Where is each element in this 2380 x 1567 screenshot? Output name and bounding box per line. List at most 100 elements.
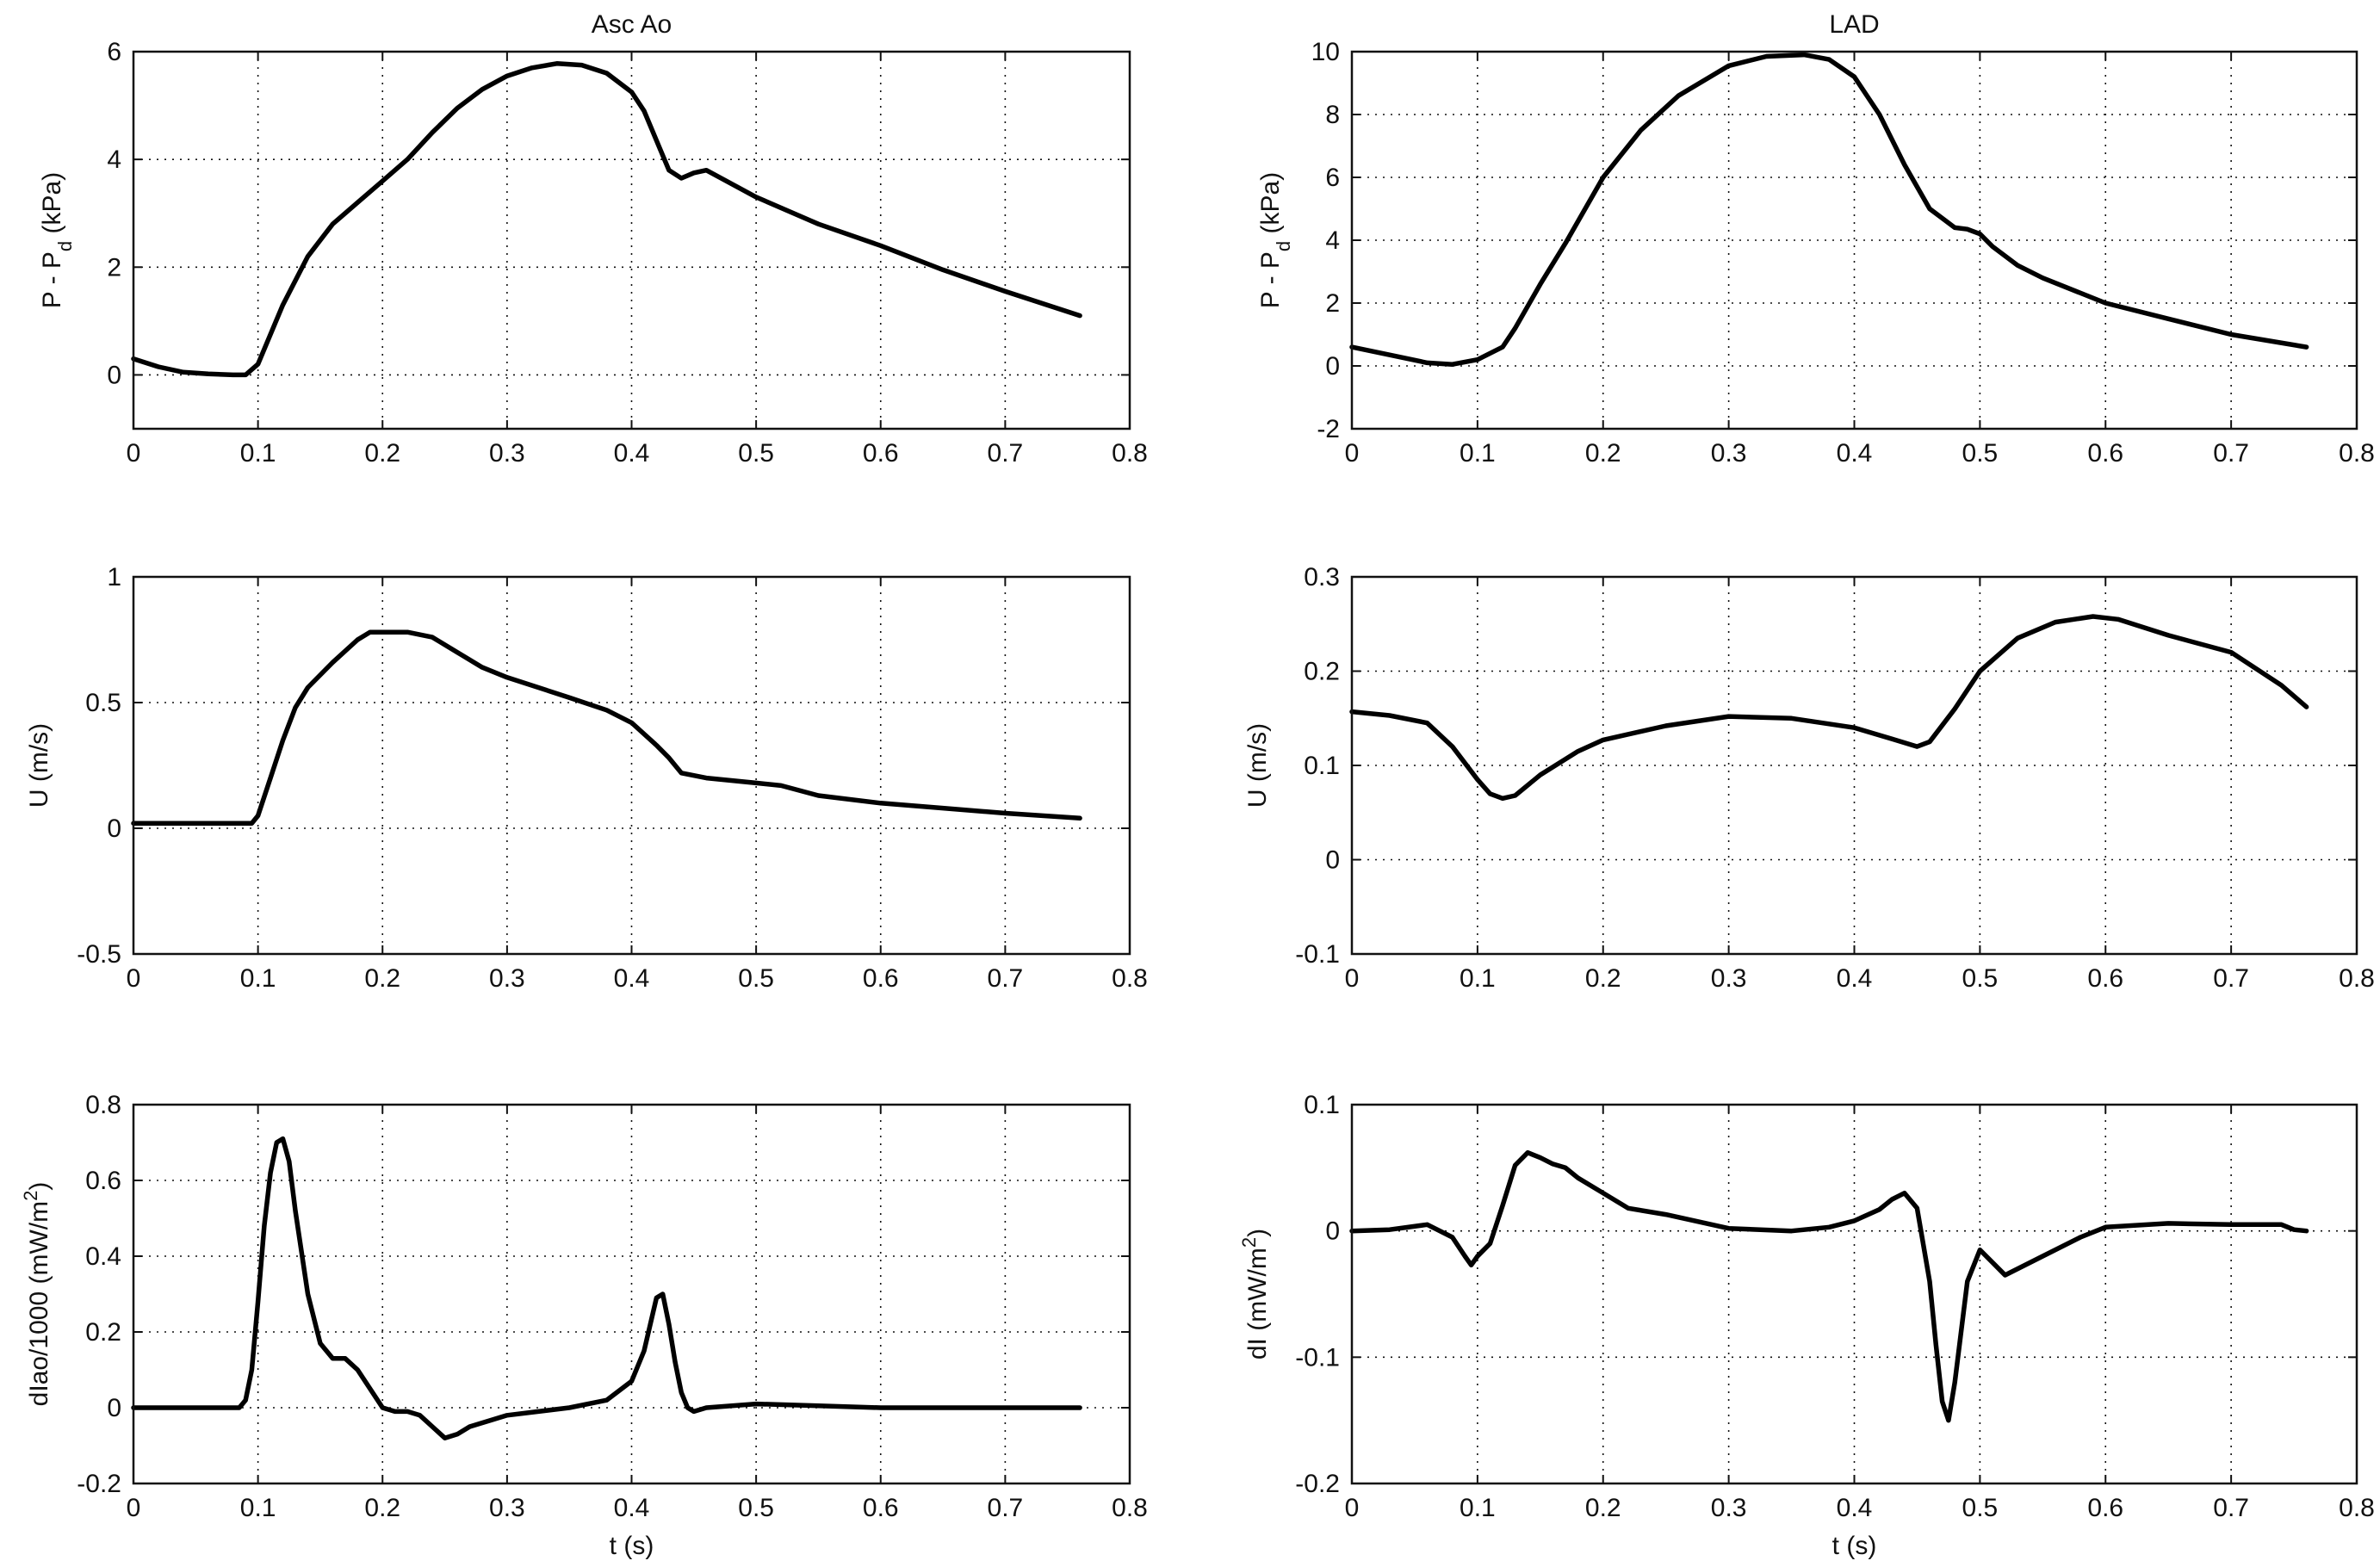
x-tick-label: 0 bbox=[1345, 964, 1360, 993]
x-tick-label: 0.2 bbox=[364, 439, 400, 468]
x-tick-label: 0.5 bbox=[1962, 1494, 1999, 1522]
y-tick-label: 0 bbox=[1325, 352, 1340, 381]
x-tick-label: 0.5 bbox=[1962, 439, 1999, 468]
x-tick-label: 0.6 bbox=[863, 1494, 899, 1522]
x-tick-label: 0.8 bbox=[2339, 1494, 2375, 1522]
y-tick-label: -0.2 bbox=[1295, 1470, 1340, 1498]
y-tick-label: 0 bbox=[107, 814, 121, 843]
x-tick-label: 0.4 bbox=[614, 964, 650, 993]
x-tick-label: 0.7 bbox=[2213, 1494, 2249, 1522]
x-tick-label: 0.2 bbox=[364, 1494, 400, 1522]
x-tick-label: 0 bbox=[127, 1494, 141, 1522]
x-tick-label: 0.6 bbox=[863, 439, 899, 468]
x-tick-label: 0.7 bbox=[988, 439, 1024, 468]
y-axis-label: P - Pd (kPa) bbox=[38, 172, 76, 308]
y-tick-label: -0.5 bbox=[77, 940, 121, 969]
y-axis-label: P - Pd (kPa) bbox=[1256, 172, 1294, 308]
x-axis-label: t (s) bbox=[610, 1532, 654, 1560]
axes-frame bbox=[132, 575, 1131, 956]
x-tick-label: 0.1 bbox=[1460, 439, 1496, 468]
x-tick-label: 0.5 bbox=[1962, 964, 1999, 993]
y-tick-label: 0.3 bbox=[1304, 563, 1340, 591]
x-tick-label: 0.3 bbox=[1711, 964, 1747, 993]
y-tick-label: 0.6 bbox=[85, 1167, 121, 1195]
axes-frame bbox=[1350, 575, 2358, 956]
y-tick-label: 2 bbox=[1325, 289, 1340, 318]
x-tick-label: 0.8 bbox=[2339, 439, 2375, 468]
x-tick-label: 0.7 bbox=[2213, 439, 2249, 468]
series-line-lad-intensity bbox=[1349, 1149, 2309, 1423]
x-tick-label: 0.5 bbox=[738, 439, 774, 468]
x-tick-label: 0.6 bbox=[2087, 439, 2123, 468]
x-tick-label: 0.5 bbox=[738, 1494, 774, 1522]
x-tick-label: 0.4 bbox=[1837, 439, 1873, 468]
x-tick-label: 0.8 bbox=[1112, 964, 1148, 993]
x-tick-label: 0.2 bbox=[364, 964, 400, 993]
x-tick-label: 0.1 bbox=[1460, 1494, 1496, 1522]
series-line-lad-pressure bbox=[1349, 52, 2309, 367]
panel-ascao-velocity: 0 0.1 0.2 0.3 0.4 0.5 0.6 0.7 0.8-0.500.51U (m/s… bbox=[25, 563, 1148, 993]
series-line-ascao-velocity bbox=[131, 629, 1082, 826]
x-tick-label: 0 bbox=[127, 439, 141, 468]
x-tick-label: 0.1 bbox=[1460, 964, 1496, 993]
y-axis-label: dI (mW/m2) bbox=[1238, 1229, 1273, 1360]
y-tick-label: 0 bbox=[107, 1394, 121, 1422]
x-tick-label: 0.7 bbox=[988, 1494, 1024, 1522]
x-tick-label: 0 bbox=[1345, 439, 1360, 468]
series-line-ascao-pressure bbox=[131, 61, 1082, 378]
x-tick-label: 0.4 bbox=[1837, 1494, 1873, 1522]
axes-frame bbox=[132, 1103, 1131, 1485]
y-tick-label: 8 bbox=[1325, 101, 1340, 129]
x-tick-label: 0.7 bbox=[988, 964, 1024, 993]
y-tick-label: 0 bbox=[1325, 846, 1340, 875]
panel-lad-intensity: 0 0.1 0.2 0.3 0.4 0.5 0.6 0.7 0.8 -0.2 -0.1 0 0.1 dI … bbox=[1238, 1091, 2375, 1560]
x-tick-label: 0.4 bbox=[614, 439, 650, 468]
x-tick-label: 0.2 bbox=[1585, 1494, 1621, 1522]
y-tick-label: 0.2 bbox=[85, 1318, 121, 1347]
x-tick-label: 0.6 bbox=[2087, 964, 2123, 993]
y-tick-label: 0.1 bbox=[1304, 752, 1340, 780]
y-tick-label: -0.1 bbox=[1295, 940, 1340, 969]
x-tick-label: 0.3 bbox=[489, 439, 525, 468]
y-tick-label: 6 bbox=[1325, 164, 1340, 192]
y-tick-label: 2 bbox=[107, 253, 121, 282]
axes-frame bbox=[1350, 1103, 2358, 1485]
x-tick-label: 0.2 bbox=[1585, 439, 1621, 468]
y-tick-label: -0.2 bbox=[77, 1470, 121, 1498]
x-tick-label: 0.3 bbox=[489, 1494, 525, 1522]
y-tick-label: 0 bbox=[107, 361, 121, 389]
x-tick-label: 0.8 bbox=[1112, 1494, 1148, 1522]
y-tick-label: 0.5 bbox=[85, 689, 121, 717]
y-tick-label: -0.1 bbox=[1295, 1343, 1340, 1372]
axes-frame bbox=[132, 50, 1131, 430]
y-axis-label: dIao/1000 (mW/m2) bbox=[20, 1182, 54, 1407]
x-tick-label: 0.1 bbox=[240, 964, 276, 993]
x-tick-label: 0.5 bbox=[738, 964, 774, 993]
y-tick-label: 1 bbox=[107, 563, 121, 591]
panel-ascao-intensity: 0 0.1 0.2 0.3 0.4 0.5 0.6 0.7 0.8-0.200.20.40.60… bbox=[20, 1091, 1148, 1560]
x-tick-label: 0.4 bbox=[1837, 964, 1873, 993]
panel-title: Asc Ao bbox=[592, 10, 672, 39]
y-tick-label: 0.1 bbox=[1304, 1091, 1340, 1119]
y-tick-label: 0.2 bbox=[1304, 658, 1340, 686]
y-tick-label: -2 bbox=[1317, 415, 1340, 443]
series-line-lad-velocity bbox=[1349, 614, 2309, 802]
x-tick-label: 0.3 bbox=[489, 964, 525, 993]
y-tick-label: 0.4 bbox=[85, 1242, 121, 1271]
x-tick-label: 0 bbox=[1345, 1494, 1360, 1522]
y-axis-label: U (m/s) bbox=[25, 723, 53, 808]
y-tick-label: 0.8 bbox=[85, 1091, 121, 1119]
y-tick-label: 0 bbox=[1325, 1217, 1340, 1246]
x-tick-label: 0.2 bbox=[1585, 964, 1621, 993]
x-tick-label: 0 bbox=[127, 964, 141, 993]
y-tick-label: 10 bbox=[1311, 38, 1340, 66]
series-line-ascao-intensity bbox=[131, 1136, 1082, 1440]
x-tick-label: 0.3 bbox=[1711, 1494, 1747, 1522]
y-axis-label: U (m/s) bbox=[1243, 723, 1272, 808]
y-tick-label: 4 bbox=[107, 146, 121, 174]
panel-title: LAD bbox=[1829, 10, 1879, 39]
panel-ascao-pressure: 0 0.1 0.2 0.3 0.4 0.5 0.6 0.7 0.8 0 2 4 6 P - Pd (kPa… bbox=[38, 10, 1148, 468]
y-tick-label: 4 bbox=[1325, 226, 1340, 255]
x-tick-label: 0.6 bbox=[863, 964, 899, 993]
